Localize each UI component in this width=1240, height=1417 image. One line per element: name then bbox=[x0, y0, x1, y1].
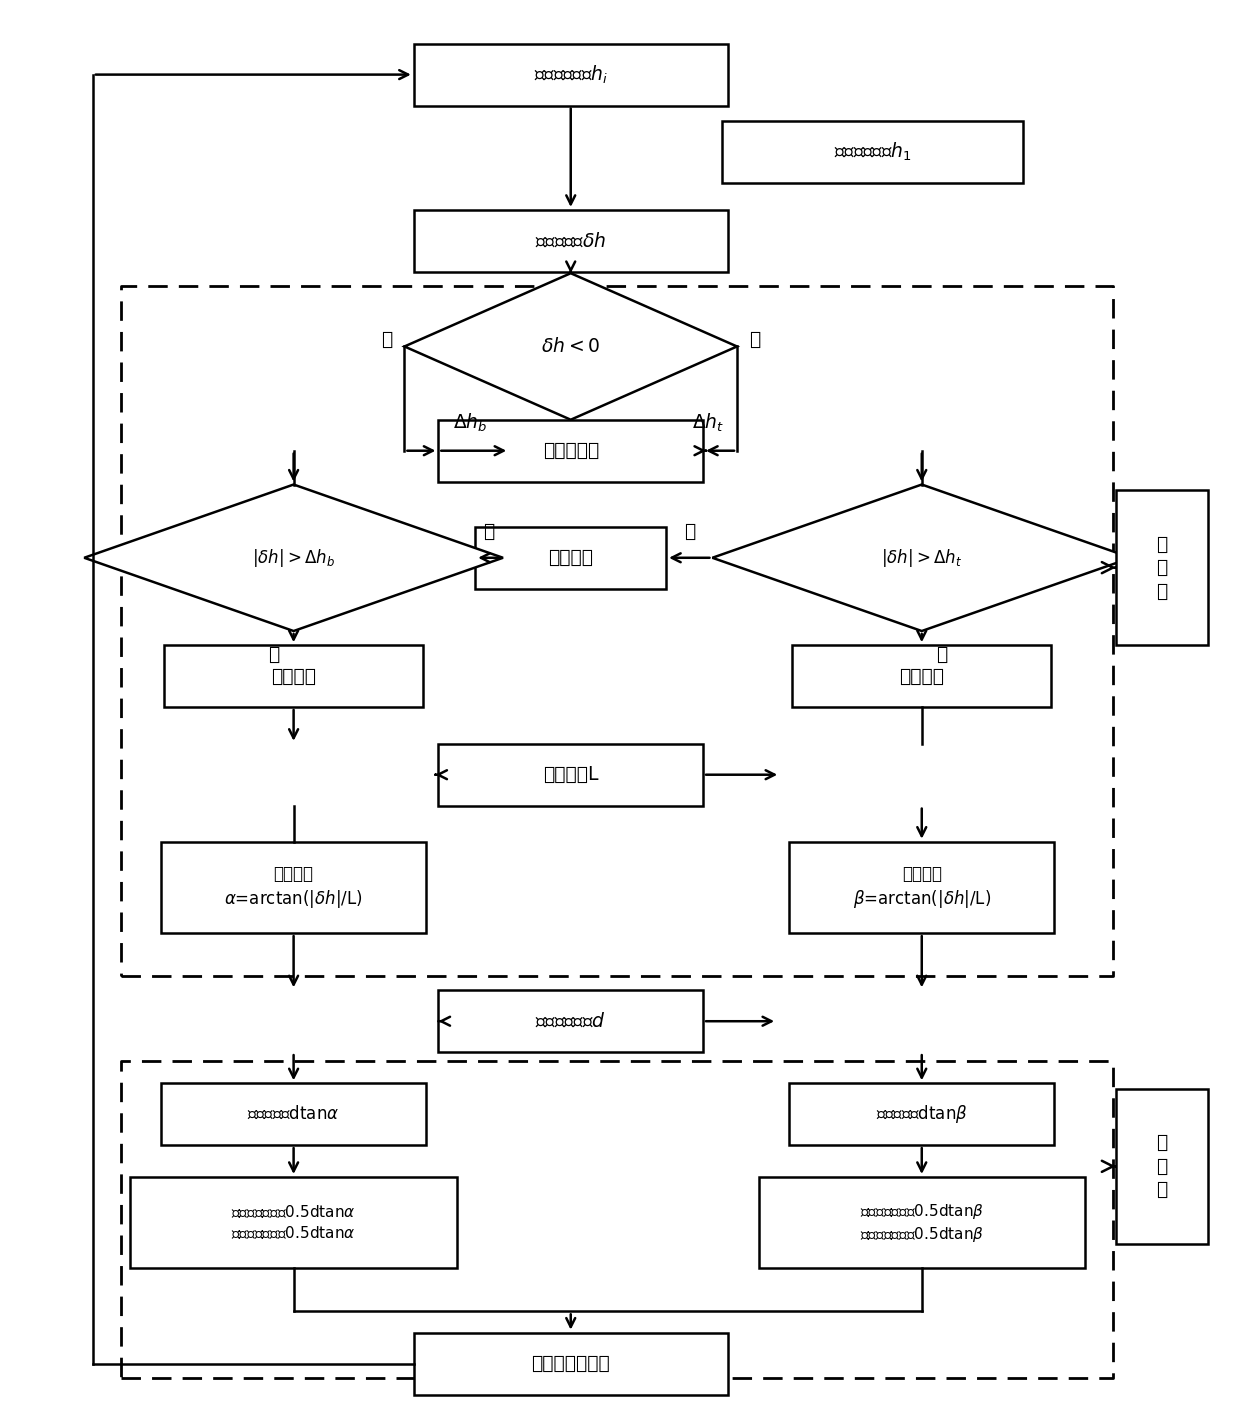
Text: 是: 是 bbox=[381, 330, 392, 349]
Text: 箱涵长度L: 箱涵长度L bbox=[543, 765, 599, 784]
Text: 相对高程差$\delta h$: 相对高程差$\delta h$ bbox=[534, 231, 606, 251]
Text: 抬升角度
$\alpha$=arctan($|\delta h|$/L): 抬升角度 $\alpha$=arctan($|\delta h|$/L) bbox=[224, 864, 363, 910]
Text: 下排千斤顶伸长0.5dtan$\alpha$
上排千斤顶缩短0.5dtan$\alpha$: 下排千斤顶伸长0.5dtan$\alpha$ 上排千斤顶缩短0.5dtan$\a… bbox=[232, 1204, 356, 1241]
Text: 切土装置高度$d$: 切土装置高度$d$ bbox=[536, 1012, 606, 1030]
Text: 下排千斤顶缩短0.5dtan$\beta$
上排千斤顶伸长0.5dtan$\beta$: 下排千斤顶缩短0.5dtan$\beta$ 上排千斤顶伸长0.5dtan$\be… bbox=[859, 1202, 983, 1244]
Text: 预警高程差: 预警高程差 bbox=[543, 441, 599, 461]
Text: 初始箱涵高程$h_1$: 初始箱涵高程$h_1$ bbox=[833, 140, 911, 163]
Text: 计
算
机: 计 算 机 bbox=[1157, 534, 1168, 601]
Polygon shape bbox=[84, 485, 503, 631]
FancyBboxPatch shape bbox=[414, 1332, 728, 1394]
FancyBboxPatch shape bbox=[438, 744, 703, 806]
FancyBboxPatch shape bbox=[414, 210, 728, 272]
Text: 否: 否 bbox=[749, 330, 760, 349]
FancyBboxPatch shape bbox=[1116, 1088, 1208, 1244]
FancyBboxPatch shape bbox=[475, 527, 666, 588]
Polygon shape bbox=[404, 273, 737, 419]
Text: $\Delta h_b$: $\Delta h_b$ bbox=[454, 411, 487, 434]
Text: 否: 否 bbox=[484, 521, 495, 541]
Text: 不做调整: 不做调整 bbox=[548, 548, 593, 567]
FancyBboxPatch shape bbox=[1116, 490, 1208, 645]
Polygon shape bbox=[712, 485, 1131, 631]
FancyBboxPatch shape bbox=[438, 419, 703, 482]
FancyBboxPatch shape bbox=[414, 44, 728, 106]
FancyBboxPatch shape bbox=[790, 842, 1054, 934]
FancyBboxPatch shape bbox=[164, 645, 423, 707]
Text: 箱涵扎头: 箱涵扎头 bbox=[272, 666, 316, 686]
Text: $\Delta h_t$: $\Delta h_t$ bbox=[692, 411, 724, 434]
Text: 是: 是 bbox=[268, 645, 279, 665]
Text: 水平进油量dtan$\alpha$: 水平进油量dtan$\alpha$ bbox=[248, 1105, 340, 1124]
FancyBboxPatch shape bbox=[792, 645, 1052, 707]
FancyBboxPatch shape bbox=[438, 990, 703, 1053]
Text: $\delta h<0$: $\delta h<0$ bbox=[541, 337, 600, 356]
FancyBboxPatch shape bbox=[161, 1083, 427, 1145]
FancyBboxPatch shape bbox=[161, 842, 427, 934]
FancyBboxPatch shape bbox=[130, 1178, 456, 1268]
Text: $|\delta h|>\Delta h_t$: $|\delta h|>\Delta h_t$ bbox=[882, 547, 962, 568]
FancyBboxPatch shape bbox=[790, 1083, 1054, 1145]
Text: 顶进后箱涵高程: 顶进后箱涵高程 bbox=[532, 1355, 610, 1373]
Text: 箱涵抬头: 箱涵抬头 bbox=[899, 666, 944, 686]
Text: 控
制
器: 控 制 器 bbox=[1157, 1134, 1168, 1199]
Text: 水平进油量dtan$\beta$: 水平进油量dtan$\beta$ bbox=[875, 1104, 967, 1125]
Text: 实时箱涵高程$h_i$: 实时箱涵高程$h_i$ bbox=[533, 64, 608, 86]
FancyBboxPatch shape bbox=[759, 1178, 1085, 1268]
FancyBboxPatch shape bbox=[722, 120, 1023, 183]
Text: $|\delta h|>\Delta h_b$: $|\delta h|>\Delta h_b$ bbox=[252, 547, 335, 568]
Text: 否: 否 bbox=[683, 521, 694, 541]
Text: 是: 是 bbox=[936, 645, 947, 665]
Text: 下降角度
$\beta$=arctan($|\delta h|$/L): 下降角度 $\beta$=arctan($|\delta h|$/L) bbox=[853, 864, 991, 910]
